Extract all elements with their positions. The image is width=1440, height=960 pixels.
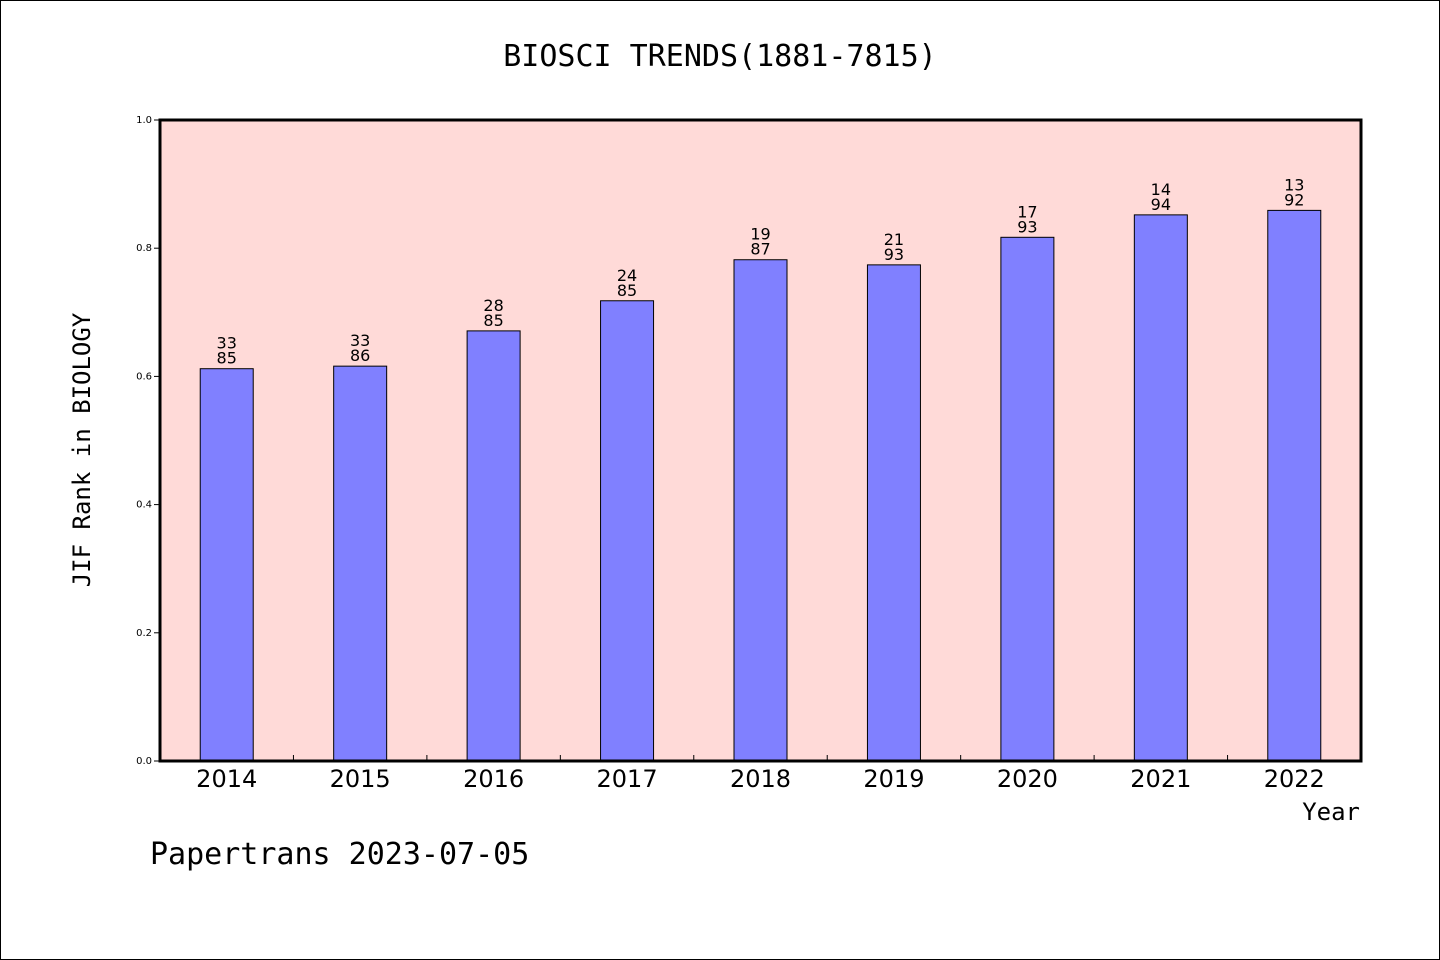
y-tick-label: 0.6 [136, 371, 152, 382]
y-tick-label: 1.0 [136, 115, 152, 126]
bar-rank-label: 28 [483, 296, 503, 315]
bar-rank-label: 13 [1284, 175, 1304, 194]
plot-border [158, 118, 1363, 763]
y-axis-label: JIF Rank in BIOLOGY [68, 312, 96, 587]
bars [199, 209, 1322, 762]
y-tick-label: 0.8 [136, 243, 152, 254]
x-tick-label: 2020 [997, 765, 1058, 793]
bar-rank-label: 17 [1017, 202, 1037, 221]
bar-rank-label: 21 [884, 230, 904, 249]
bar-2014 [199, 368, 254, 762]
x-tick-label: 2016 [463, 765, 524, 793]
bar-rank-label: 33 [350, 331, 370, 350]
x-tick-label: 2014 [196, 765, 257, 793]
bar-2020 [1000, 236, 1055, 762]
bar-2016 [466, 330, 521, 762]
y-axis-ticks: 0.0 0.2 0.4 0.6 0.8 1.0 [136, 115, 160, 767]
bar-total-label: 93 [1017, 217, 1037, 236]
bar-rank-label: 24 [617, 266, 637, 285]
bar-rank-label: 33 [217, 334, 237, 353]
footer-note: Papertrans 2023-07-05 [150, 837, 529, 872]
x-tick-label: 2021 [1130, 765, 1191, 793]
bar-2018 [733, 259, 788, 762]
bar-total-label: 94 [1151, 195, 1171, 214]
bar-total-label: 85 [217, 349, 237, 368]
x-tick-label: 2018 [730, 765, 791, 793]
bar-2015 [333, 365, 388, 762]
bar-total-label: 93 [884, 245, 904, 264]
bar-2019 [866, 264, 921, 762]
x-tick-label: 2019 [863, 765, 924, 793]
x-tick-label: 2017 [597, 765, 658, 793]
bar-total-label: 92 [1284, 190, 1304, 209]
bar-rank-label: 14 [1151, 180, 1171, 199]
y-tick-label: 0.0 [136, 756, 152, 767]
y-tick-label: 0.2 [136, 628, 152, 639]
bar-total-label: 87 [750, 240, 770, 259]
bar-2017 [600, 300, 655, 762]
y-tick-label: 0.4 [136, 500, 152, 511]
bar-total-label: 86 [350, 346, 370, 365]
chart-title: BIOSCI TRENDS(1881-7815) [503, 39, 936, 74]
bar-2022 [1267, 209, 1322, 762]
x-tick-label: 2015 [330, 765, 391, 793]
bar-rank-label: 19 [750, 225, 770, 244]
x-axis-ticks: 2014 2015 2016 2017 2018 2019 2020 2021 2022 [196, 755, 1325, 793]
x-tick-label: 2022 [1264, 765, 1325, 793]
bar-total-label: 85 [483, 311, 503, 330]
bar-2021 [1133, 214, 1188, 762]
x-axis-label: Year [1302, 798, 1360, 826]
bar-total-label: 85 [617, 281, 637, 300]
